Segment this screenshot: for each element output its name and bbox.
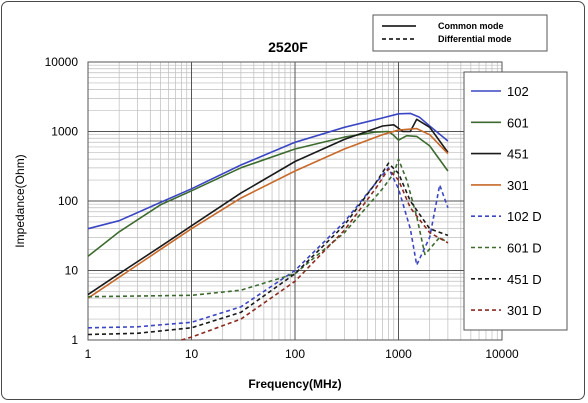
y-tick-label: 100	[58, 194, 78, 208]
mode-legend: Common mode Differential mode	[372, 14, 548, 52]
mode-legend-box	[372, 14, 548, 52]
chart-title: 2520F	[268, 39, 308, 55]
x-tick-label: 1000	[385, 347, 412, 361]
legend-label-601-d: 601 D	[507, 241, 542, 256]
legend-label-601: 601	[507, 115, 529, 130]
y-axis-label: Impedance(Ohm)	[13, 154, 27, 247]
legend-label-102: 102	[507, 84, 529, 99]
series-layer	[87, 112, 449, 341]
series-legend-box	[463, 71, 568, 331]
series-line-102	[87, 112, 449, 230]
x-tick-label: 10000	[485, 347, 519, 361]
series-line-451-d	[87, 162, 449, 336]
legend-label-102-d: 102 D	[507, 209, 542, 224]
x-tick-label: 100	[285, 347, 305, 361]
y-tick-label: 1	[71, 333, 78, 347]
series-line-601-d	[87, 158, 449, 298]
mode-legend-solid-label: Common mode	[438, 21, 504, 31]
series-line-301-d	[181, 168, 449, 341]
mode-legend-dashed-label: Differential mode	[438, 34, 512, 44]
legend-label-301-d: 301 D	[507, 303, 542, 318]
x-axis-label: Frequency(MHz)	[248, 377, 341, 391]
y-tick-label: 10	[65, 264, 79, 278]
series-line-301	[87, 127, 449, 299]
x-tick-label: 1	[85, 347, 92, 361]
series-legend: 102 601 451 301 102 D 601 D 451 D 301 D	[463, 71, 568, 331]
series-line-102-d	[87, 167, 449, 329]
legend-label-451: 451	[507, 147, 529, 162]
legend-label-301: 301	[507, 178, 529, 193]
x-tick-label: 10	[185, 347, 199, 361]
y-tick-label: 1000	[51, 125, 78, 139]
legend-label-451-d: 451 D	[507, 272, 542, 287]
impedance-chart: 1 10 100 1000 10000 10000 1000 100 10 1 2520F Fre…	[13, 14, 568, 391]
y-tick-label: 10000	[45, 55, 79, 69]
series-line-601	[87, 130, 449, 257]
series-line-451	[87, 118, 449, 296]
